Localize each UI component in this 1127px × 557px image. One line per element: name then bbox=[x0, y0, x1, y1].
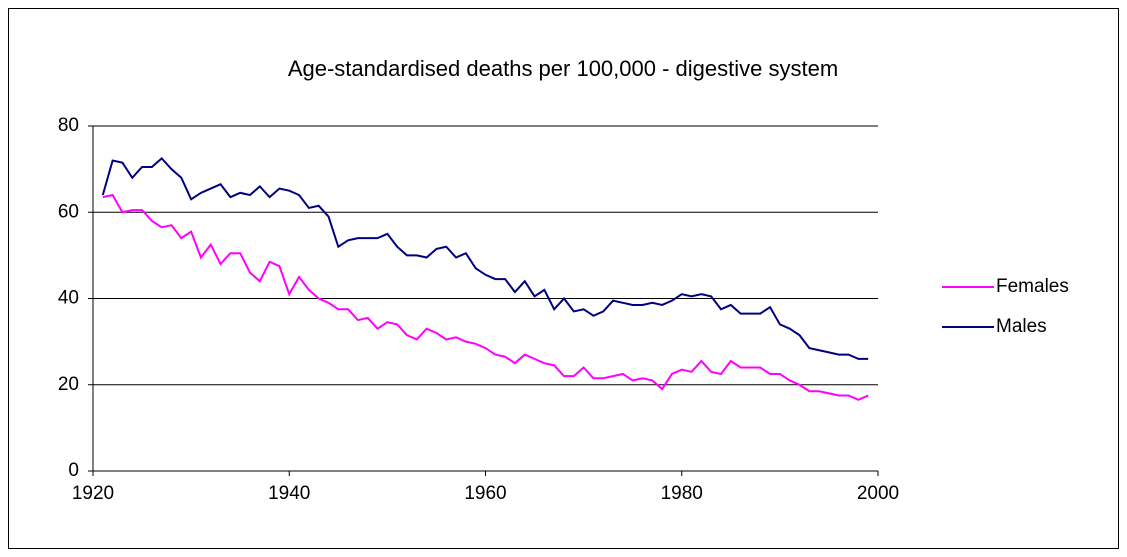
y-tick-label: 60 bbox=[58, 201, 79, 222]
legend-label: Males bbox=[996, 316, 1047, 337]
data-line bbox=[101, 156, 869, 360]
y-tick-label: 0 bbox=[68, 460, 79, 481]
legend-label: Females bbox=[996, 276, 1069, 297]
chart-border bbox=[8, 8, 1119, 549]
x-tick-label: 2000 bbox=[857, 483, 899, 504]
chart-title: Age-standardised deaths per 100,000 - di… bbox=[288, 56, 838, 81]
y-tick-label: 20 bbox=[58, 374, 79, 395]
x-tick-label: 1920 bbox=[72, 483, 114, 504]
y-tick-label: 80 bbox=[58, 115, 79, 136]
data-line bbox=[102, 193, 869, 401]
x-tick-label: 1980 bbox=[661, 483, 703, 504]
x-tick-label: 1940 bbox=[268, 483, 310, 504]
x-tick-label: 1960 bbox=[464, 483, 506, 504]
y-tick-label: 40 bbox=[58, 288, 79, 309]
